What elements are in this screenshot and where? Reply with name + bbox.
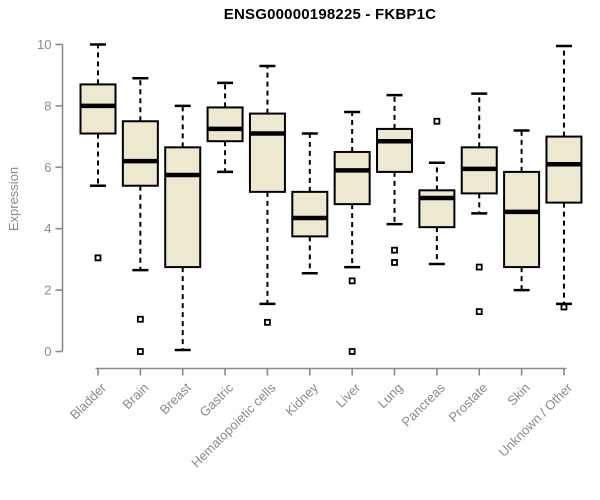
chart-title: ENSG00000198225 - FKBP1C — [223, 6, 437, 23]
x-tick-label: Prostate — [446, 380, 491, 425]
box-kidney — [291, 190, 329, 238]
outlier-point — [94, 254, 102, 262]
outlier-point — [391, 246, 398, 254]
outlier-point — [391, 259, 398, 266]
box-hematopoietic-cells — [248, 112, 286, 193]
y-tick-label: 6 — [44, 160, 51, 175]
x-tick-label: Unknown / Other — [495, 380, 575, 460]
y-tick-label: 2 — [44, 283, 51, 298]
box-skin — [503, 170, 541, 269]
x-tick-label: Hematopoietic cells — [188, 380, 279, 471]
x-tick-label: Kidney — [282, 380, 321, 419]
box-brain — [121, 120, 159, 187]
outlier-point — [136, 315, 144, 323]
x-tick-label: Gastric — [196, 380, 236, 420]
outlier-point — [264, 318, 271, 326]
box-lung — [376, 127, 414, 173]
outlier-point — [433, 117, 441, 125]
y-axis-label: Expression — [6, 166, 21, 232]
outlier-point — [348, 277, 356, 285]
outlier-point — [560, 303, 568, 311]
x-tick-label: Breast — [157, 380, 194, 417]
x-tick-label: Pancreas — [399, 380, 449, 430]
x-tick-label: Lung — [375, 380, 406, 411]
outlier-point — [475, 308, 483, 315]
y-tick-label: 4 — [44, 221, 51, 236]
y-tick-label: 8 — [44, 98, 51, 113]
x-tick-label: Bladder — [67, 380, 110, 423]
outlier-point — [136, 348, 144, 355]
outlier-point — [348, 348, 356, 355]
box-bladder — [79, 83, 117, 135]
x-tick-label: Liver — [333, 380, 364, 411]
y-tick-label: 0 — [44, 344, 51, 359]
box-liver — [333, 150, 371, 206]
y-tick-label: 10 — [37, 37, 51, 52]
box-breast — [164, 146, 202, 269]
x-tick-label: Brain — [119, 380, 151, 412]
outlier-point — [475, 263, 483, 271]
box-gastric — [206, 106, 244, 143]
x-tick-label: Skin — [504, 380, 532, 408]
box-unknown-other — [545, 135, 583, 204]
